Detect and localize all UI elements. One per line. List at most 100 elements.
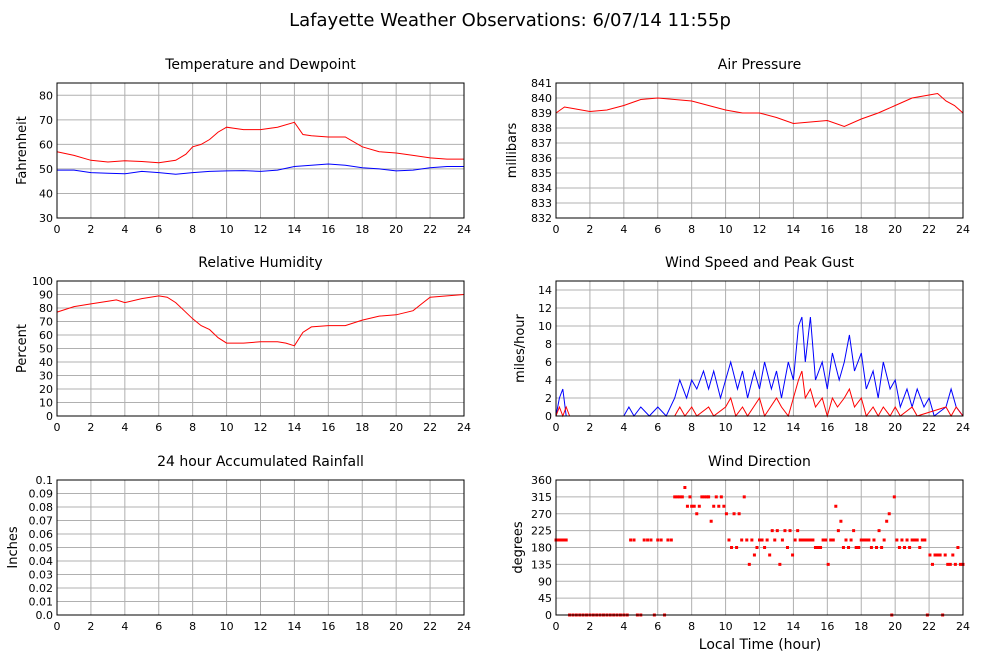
y-tick-label: 90 bbox=[39, 289, 53, 302]
data-point bbox=[875, 546, 879, 549]
x-tick-label: 2 bbox=[586, 421, 593, 434]
x-tick-label: 20 bbox=[888, 223, 902, 236]
data-point bbox=[829, 538, 833, 542]
data-point bbox=[755, 546, 759, 549]
x-tick-label: 8 bbox=[688, 223, 695, 236]
y-tick-label: 45 bbox=[538, 592, 552, 605]
data-point bbox=[857, 546, 861, 549]
y-tick-label: 14 bbox=[538, 284, 552, 297]
x-tick-label: 0 bbox=[553, 421, 560, 434]
x-tick-label: 4 bbox=[620, 620, 627, 633]
y-tick-label: 10 bbox=[538, 320, 552, 333]
data-point bbox=[844, 538, 848, 542]
y-tick-label: 832 bbox=[531, 212, 552, 225]
x-tick-label: 8 bbox=[189, 620, 196, 633]
chart-title: Wind Direction bbox=[708, 454, 811, 470]
data-point bbox=[768, 553, 772, 557]
data-point bbox=[562, 538, 566, 542]
y-tick-label: 0.07 bbox=[29, 515, 54, 528]
data-point bbox=[936, 553, 940, 557]
data-point bbox=[719, 495, 723, 499]
data-point bbox=[632, 538, 636, 542]
x-tick-label: 14 bbox=[786, 421, 800, 434]
plot-frame bbox=[56, 280, 465, 417]
x-tick-label: 22 bbox=[922, 421, 936, 434]
data-point bbox=[923, 538, 927, 542]
data-point bbox=[948, 562, 952, 566]
data-point bbox=[798, 538, 802, 542]
data-point bbox=[796, 529, 800, 533]
data-point bbox=[564, 538, 568, 542]
data-point bbox=[920, 538, 924, 542]
x-tick-label: 10 bbox=[220, 620, 234, 633]
data-point bbox=[872, 538, 876, 542]
x-tick-label: 24 bbox=[457, 223, 471, 236]
x-tick-label: 18 bbox=[355, 421, 369, 434]
series-line-primary bbox=[555, 316, 964, 417]
data-point bbox=[737, 512, 741, 516]
data-point bbox=[806, 538, 810, 542]
data-point bbox=[747, 562, 751, 566]
data-point bbox=[819, 546, 823, 549]
series-line-primary bbox=[56, 294, 465, 347]
data-point bbox=[882, 538, 886, 542]
data-point bbox=[659, 538, 663, 542]
x-tick-label: 6 bbox=[654, 620, 661, 633]
x-axis-label: Local Time (hour) bbox=[699, 637, 821, 653]
data-point bbox=[678, 495, 682, 499]
data-point bbox=[649, 538, 653, 542]
data-point bbox=[892, 495, 896, 499]
x-tick-label: 0 bbox=[54, 421, 61, 434]
y-axis-label: Percent bbox=[15, 324, 30, 373]
data-point bbox=[752, 553, 756, 557]
data-point bbox=[695, 512, 699, 516]
data-point bbox=[826, 562, 830, 566]
y-tick-label: 30 bbox=[39, 212, 53, 225]
data-point bbox=[709, 519, 713, 523]
data-point bbox=[808, 538, 812, 542]
x-tick-label: 18 bbox=[854, 223, 868, 236]
chart-title: Temperature and Dewpoint bbox=[164, 57, 356, 73]
y-tick-label: 315 bbox=[531, 491, 552, 504]
x-tick-label: 2 bbox=[87, 421, 94, 434]
y-tick-label: 6 bbox=[545, 356, 552, 369]
data-point bbox=[629, 538, 633, 542]
y-tick-label: 836 bbox=[531, 152, 552, 165]
y-tick-label: 0 bbox=[545, 609, 552, 622]
data-point bbox=[690, 504, 694, 508]
data-point bbox=[675, 495, 679, 499]
data-point bbox=[785, 546, 789, 549]
data-point bbox=[669, 538, 673, 542]
data-point bbox=[778, 562, 782, 566]
series-line-secondary bbox=[57, 163, 464, 175]
y-tick-label: 60 bbox=[39, 329, 53, 342]
chart-title: Air Pressure bbox=[718, 57, 801, 73]
data-point bbox=[673, 495, 677, 499]
plot-frame bbox=[555, 479, 964, 616]
y-tick-label: 0 bbox=[545, 410, 552, 423]
data-point bbox=[862, 538, 866, 542]
data-point bbox=[885, 519, 889, 523]
series-line-primary bbox=[56, 121, 464, 164]
series-line-primary bbox=[555, 92, 964, 128]
y-tick-label: 0.04 bbox=[29, 555, 54, 568]
x-tick-label: 6 bbox=[654, 421, 661, 434]
x-tick-label: 14 bbox=[786, 620, 800, 633]
data-point bbox=[722, 504, 726, 508]
data-point bbox=[943, 553, 947, 557]
x-tick-label: 18 bbox=[355, 620, 369, 633]
x-tick-label: 20 bbox=[389, 223, 403, 236]
data-point bbox=[700, 495, 704, 499]
y-axis-label: millibars bbox=[505, 123, 520, 179]
data-point bbox=[956, 546, 960, 549]
data-point bbox=[951, 553, 955, 557]
data-point bbox=[692, 504, 696, 508]
data-point bbox=[839, 519, 843, 523]
data-point bbox=[813, 546, 817, 549]
plot-frame bbox=[555, 82, 964, 219]
y-tick-label: 12 bbox=[538, 302, 552, 315]
x-tick-label: 12 bbox=[753, 620, 767, 633]
data-point bbox=[642, 538, 646, 542]
